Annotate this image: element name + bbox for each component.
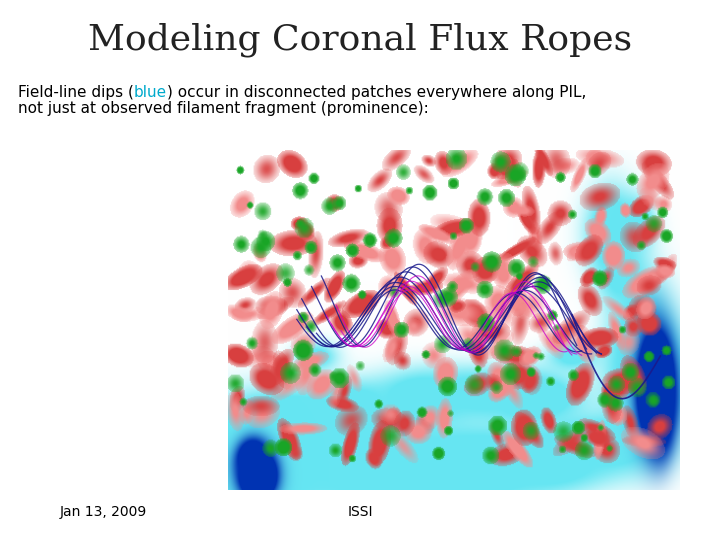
Text: ISSI: ISSI — [347, 505, 373, 519]
Text: Jan 13, 2009: Jan 13, 2009 — [60, 505, 148, 519]
Text: ) occur in disconnected patches everywhere along PIL,: ) occur in disconnected patches everywhe… — [167, 85, 586, 100]
Text: not just at observed filament fragment (prominence):: not just at observed filament fragment (… — [18, 101, 428, 116]
Text: Field-line dips (: Field-line dips ( — [18, 85, 134, 100]
Text: Modeling Coronal Flux Ropes: Modeling Coronal Flux Ropes — [88, 23, 632, 57]
Text: blue: blue — [134, 85, 167, 100]
